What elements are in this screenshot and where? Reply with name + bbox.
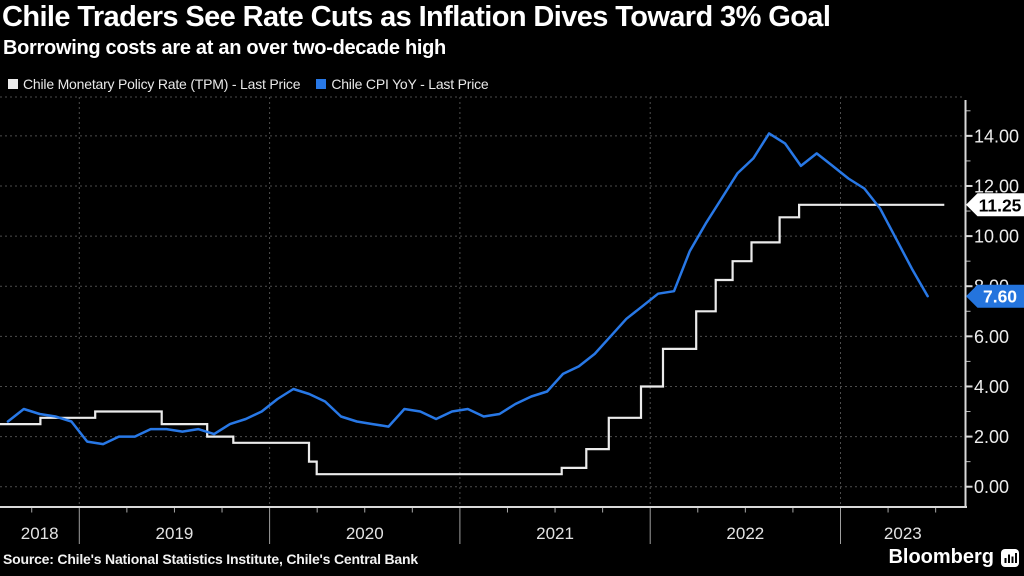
x-year-label-2019: 2019 [156, 524, 194, 543]
legend-label-cpi: Chile CPI YoY - Last Price [331, 76, 489, 92]
bloomberg-logo: Bloomberg [888, 546, 1019, 569]
legend: Chile Monetary Policy Rate (TPM) - Last … [8, 76, 489, 92]
chart-subtitle: Borrowing costs are at an over two-decad… [3, 37, 446, 59]
legend-item-cpi: Chile CPI YoY - Last Price [316, 76, 489, 92]
last-price-value-tpm: 11.25 [979, 195, 1022, 215]
x-year-label-2023: 2023 [884, 524, 922, 543]
legend-label-tpm: Chile Monetary Policy Rate (TPM) - Last … [23, 76, 301, 92]
x-year-label-2018: 2018 [21, 524, 59, 543]
x-year-label-2020: 2020 [346, 524, 384, 543]
last-price-badge-cpi [966, 284, 1024, 308]
y-axis-label-0.00: 0.00 [974, 477, 1009, 497]
x-year-label-2021: 2021 [536, 524, 574, 543]
y-axis-label-4.00: 4.00 [974, 377, 1009, 397]
y-axis-label-10.00: 10.00 [974, 227, 1019, 247]
tpm-step-line [0, 203, 945, 476]
source-note: Source: Chile's National Statistics Inst… [3, 551, 418, 567]
y-axis-label-12.00: 12.00 [974, 176, 1019, 196]
last-price-value-cpi: 7.60 [983, 287, 1017, 307]
bloomberg-chart-icon [1001, 548, 1019, 567]
legend-item-tpm: Chile Monetary Policy Rate (TPM) - Last … [8, 76, 301, 92]
x-year-label-2022: 2022 [726, 524, 764, 543]
cpi-line [6, 132, 929, 446]
legend-swatch-cpi [316, 79, 327, 89]
y-axis-label-2.00: 2.00 [974, 427, 1009, 447]
bloomberg-wordmark: Bloomberg [888, 546, 994, 568]
chart-title: Chile Traders See Rate Cuts as Inflation… [2, 1, 831, 33]
y-axis-label-14.00: 14.00 [974, 126, 1019, 146]
last-price-badge-tpm [966, 193, 1024, 217]
y-axis-label-6.00: 6.00 [974, 327, 1009, 347]
legend-swatch-tpm [8, 79, 18, 89]
